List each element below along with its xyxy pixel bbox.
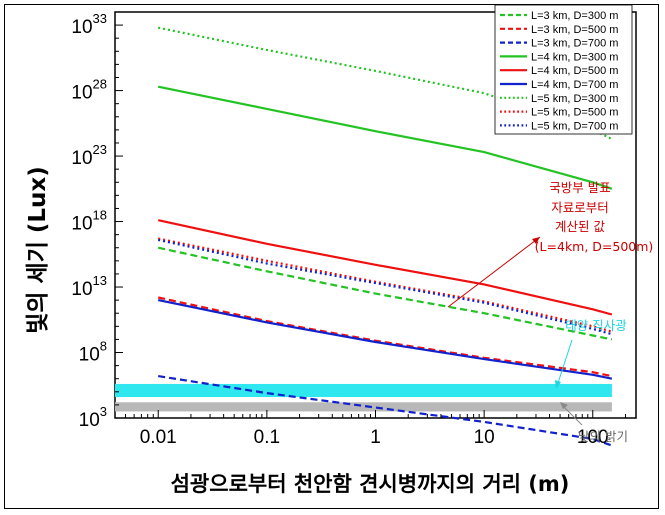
annotation-line-2: 자료로부터 xyxy=(551,200,609,215)
y-tick-exp: 23 xyxy=(93,142,107,157)
y-axis-title: 빛의 세기 (Lux) xyxy=(25,166,51,334)
y-tick-exp: 13 xyxy=(93,273,107,288)
x-tick-label: 1 xyxy=(370,427,381,448)
x-axis-title: 섬광으로부터 천안함 견시병까지의 거리 (m) xyxy=(171,472,570,496)
daylight-arrow xyxy=(562,405,583,426)
y-tick-base: 10 xyxy=(79,410,100,431)
series-line-4 xyxy=(157,85,613,190)
legend-label: L=4 km, D=700 m xyxy=(531,79,618,91)
y-tick-base: 10 xyxy=(71,148,92,169)
y-tick-label: 1028 xyxy=(71,77,107,104)
band-daylight xyxy=(115,402,612,412)
y-tick-base: 10 xyxy=(71,279,92,300)
legend-label: L=5 km, D=700 m xyxy=(531,120,618,132)
y-tick-base: 10 xyxy=(71,83,92,104)
series-line-6 xyxy=(157,299,613,380)
y-tick-label: 103 xyxy=(79,404,107,431)
sunlight-arrowhead xyxy=(555,380,561,389)
y-tick-label: 1018 xyxy=(71,208,107,235)
y-tick-exp: 3 xyxy=(100,404,107,419)
annotation-line-1: 국방부 발표 xyxy=(549,180,610,195)
legend-label: L=4 km, D=500 m xyxy=(531,65,618,77)
legend-label: L=4 km, D=300 m xyxy=(531,51,618,63)
y-tick-label: 1033 xyxy=(71,11,107,38)
x-tick-label: 0.1 xyxy=(254,427,280,448)
y-tick-label: 1013 xyxy=(71,273,107,300)
series-line-9 xyxy=(157,238,613,336)
legend-label: L=3 km, D=500 m xyxy=(531,24,618,36)
y-tick-exp: 8 xyxy=(100,339,107,354)
y-tick-exp: 18 xyxy=(93,208,107,223)
sunlight-label: 태양 직사광 xyxy=(565,318,627,333)
legend-label: L=3 km, D=300 m xyxy=(531,10,618,22)
annotation-line-3: 계산된 값 xyxy=(555,219,605,234)
series-line-5 xyxy=(157,219,613,316)
y-tick-exp: 33 xyxy=(93,11,107,26)
annotation-line-4: (L=4km, D=500m) xyxy=(535,239,654,254)
legend: L=3 km, D=300 m L=3 km, D=500 m L=3 km, D=… xyxy=(494,4,633,135)
legend-label: L=5 km, D=300 m xyxy=(531,93,618,105)
daylight-label: 낮의 밝기 xyxy=(578,429,628,444)
series-line-8 xyxy=(157,237,613,333)
defense-calc-annotation: 국방부 발표 자료로부터 계산된 값 (L=4km, D=500m) xyxy=(447,180,654,308)
y-tick-exp: 28 xyxy=(93,77,107,92)
x-tick-label: 10 xyxy=(474,427,495,448)
annotation-arrowhead xyxy=(532,237,540,244)
x-tick-label: 0.01 xyxy=(140,427,177,448)
series-line-2 xyxy=(157,296,613,378)
y-tick-base: 10 xyxy=(79,345,100,366)
legend-label: L=3 km, D=700 m xyxy=(531,38,618,50)
y-tick-base: 10 xyxy=(71,214,92,235)
y-tick-base: 10 xyxy=(71,17,92,38)
sunlight-arrow xyxy=(557,339,573,384)
series-line-3 xyxy=(158,375,613,447)
annotation-arrow xyxy=(447,236,541,308)
y-tick-label: 108 xyxy=(79,339,107,366)
sunlight-annotation: 태양 직사광 xyxy=(555,318,627,389)
y-tick-label: 1023 xyxy=(71,142,107,169)
series-line-1 xyxy=(157,246,613,341)
daylight-annotation: 낮의 밝기 xyxy=(560,402,628,444)
legend-label: L=5 km, D=500 m xyxy=(531,107,618,119)
x-tick-label: 100 xyxy=(577,427,609,448)
band-sunlight xyxy=(115,383,612,398)
daylight-arrowhead xyxy=(560,402,568,409)
